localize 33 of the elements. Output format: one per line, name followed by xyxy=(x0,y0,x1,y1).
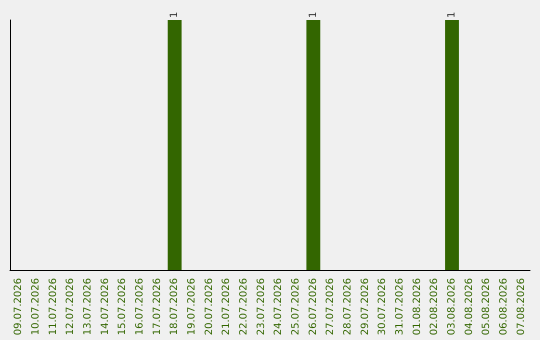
x-tick-label: 11.07.2026 xyxy=(48,278,59,336)
x-tick-label: 13.07.2026 xyxy=(82,278,94,336)
x-tick-label: 26.07.2026 xyxy=(308,278,319,336)
data-label: 1 xyxy=(446,12,458,18)
x-tick-label: 04.08.2026 xyxy=(464,278,475,336)
x-tick-label: 14.07.2026 xyxy=(100,278,111,336)
x-tick-label: 07.08.2026 xyxy=(516,278,527,336)
x-tick-label: 27.07.2026 xyxy=(325,278,336,336)
x-tick-label: 19.07.2026 xyxy=(186,278,198,336)
x-tick-label: 23.07.2026 xyxy=(256,278,267,336)
x-tick-label: 28.07.2026 xyxy=(342,278,354,336)
x-tick-label: 17.07.2026 xyxy=(152,278,163,336)
x-tick-label: 15.07.2026 xyxy=(117,278,128,336)
x-tick-label: 21.07.2026 xyxy=(221,278,232,336)
x-tick-label: 10.07.2026 xyxy=(30,278,42,336)
x-tick-label: 12.07.2026 xyxy=(65,278,76,336)
x-tick-label: 31.07.2026 xyxy=(394,278,406,336)
x-tick-label: 02.08.2026 xyxy=(429,278,440,336)
x-tick-label: 05.08.2026 xyxy=(481,278,492,336)
x-tick-label: 20.07.2026 xyxy=(204,278,215,336)
x-tick-label: 16.07.2026 xyxy=(134,278,146,336)
data-label: 1 xyxy=(308,12,319,18)
x-tick-label: 03.08.2026 xyxy=(446,278,458,336)
x-tick-label: 29.07.2026 xyxy=(360,278,371,336)
x-tick-label: 09.07.2026 xyxy=(13,278,24,336)
x-tick-label: 06.08.2026 xyxy=(498,278,510,336)
data-label: 1 xyxy=(169,12,180,18)
x-tick-label: 22.07.2026 xyxy=(238,278,250,336)
x-tick-label: 18.07.2026 xyxy=(169,278,180,336)
x-tick-label: 01.08.2026 xyxy=(412,278,423,336)
x-tick-label: 25.07.2026 xyxy=(290,278,302,336)
x-tick-label: 24.07.2026 xyxy=(273,278,284,336)
x-tick-label: 30.07.2026 xyxy=(377,278,388,336)
